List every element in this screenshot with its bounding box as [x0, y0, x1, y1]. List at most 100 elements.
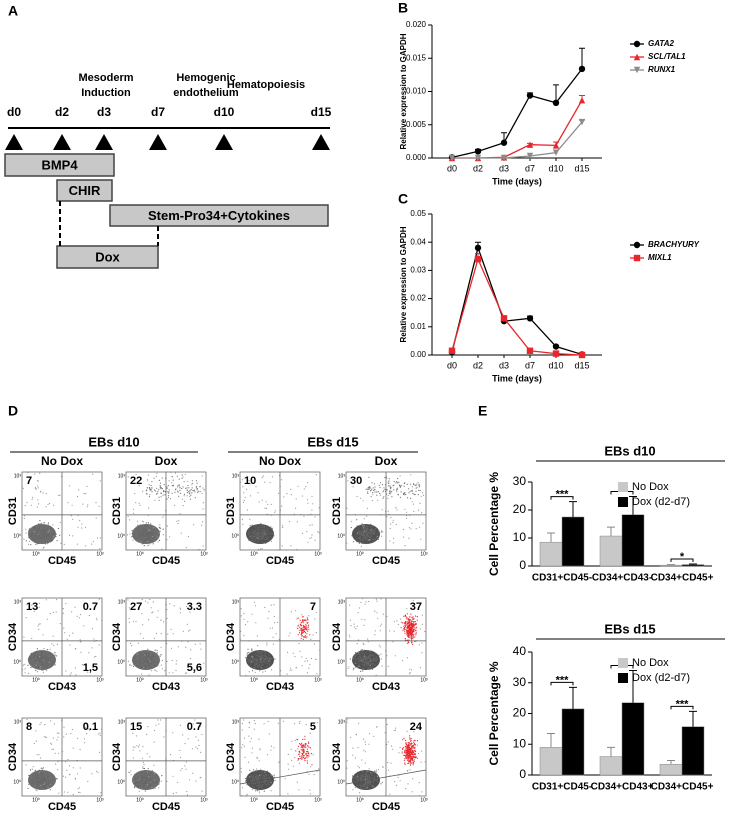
- event-dot: [141, 772, 143, 774]
- event-dot: [356, 538, 358, 540]
- event-dot: [162, 528, 164, 530]
- event-dot: [46, 657, 48, 659]
- event-dot: [160, 496, 162, 498]
- event-dot: [21, 779, 23, 781]
- event-dot: [297, 739, 299, 741]
- event-dot: [366, 783, 368, 785]
- event-dot: [40, 530, 42, 532]
- event-dot: [148, 653, 150, 655]
- event-dot: [156, 782, 158, 784]
- event-dot: [272, 643, 274, 645]
- event-dot: [137, 781, 139, 783]
- event-dot: [311, 509, 313, 511]
- event-dot: [186, 672, 188, 674]
- event-dot: [46, 529, 49, 531]
- treatment-label: BMP4: [41, 157, 78, 172]
- event-dot: [391, 496, 393, 498]
- event-dot: [412, 629, 414, 631]
- event-dot: [75, 674, 77, 676]
- event-dot: [357, 659, 359, 661]
- event-dot: [406, 749, 408, 751]
- event-dot: [373, 786, 375, 788]
- event-dot: [137, 525, 139, 527]
- event-dot: [259, 749, 261, 751]
- event-dot: [149, 667, 151, 669]
- event-dot: [255, 534, 257, 536]
- event-dot: [160, 488, 162, 490]
- event-dot: [55, 536, 57, 538]
- event-dot: [152, 537, 155, 540]
- event-dot: [418, 782, 420, 784]
- event-dot: [158, 479, 160, 481]
- event-dot: [193, 489, 195, 492]
- event-dot: [412, 637, 414, 639]
- event-dot: [139, 535, 141, 537]
- event-dot: [203, 662, 205, 664]
- event-dot: [132, 620, 134, 622]
- event-dot: [408, 747, 410, 749]
- event-dot: [289, 669, 291, 671]
- event-dot: [199, 725, 201, 727]
- event-dot: [29, 540, 31, 542]
- event-dot: [36, 774, 39, 777]
- event-dot: [403, 536, 405, 538]
- event-dot: [55, 763, 57, 765]
- event-dot: [151, 535, 153, 537]
- event-dot: [143, 545, 145, 547]
- event-dot: [195, 746, 197, 748]
- event-dot: [27, 787, 29, 789]
- event-dot: [36, 657, 38, 659]
- event-dot: [162, 534, 164, 536]
- event-dot: [149, 781, 151, 784]
- event-dot: [309, 524, 311, 526]
- event-dot: [253, 667, 255, 669]
- event-dot: [306, 760, 308, 762]
- event-dot: [142, 655, 144, 657]
- event-dot: [262, 671, 264, 673]
- event-dot: [256, 778, 258, 780]
- event-dot: [191, 484, 193, 486]
- event-dot: [143, 667, 145, 669]
- event-dot: [421, 623, 423, 625]
- event-dot: [264, 650, 266, 652]
- event-dot: [366, 537, 369, 539]
- event-dot: [179, 756, 182, 759]
- event-dot: [142, 657, 144, 660]
- event-dot: [32, 534, 35, 536]
- event-dot: [39, 623, 41, 625]
- event-dot: [144, 654, 146, 656]
- event-dot: [154, 499, 156, 501]
- event-dot: [257, 492, 259, 494]
- event-dot: [142, 766, 144, 768]
- event-dot: [253, 659, 255, 661]
- event-dot: [146, 773, 148, 775]
- event-dot: [257, 776, 260, 779]
- event-dot: [152, 656, 154, 658]
- event-dot: [142, 787, 144, 789]
- event-dot: [142, 761, 144, 764]
- event-dot: [271, 527, 273, 529]
- event-dot: [140, 653, 142, 655]
- event-dot: [291, 669, 293, 671]
- event-dot: [271, 476, 273, 478]
- event-dot: [202, 545, 204, 547]
- event-dot: [405, 751, 407, 754]
- day-marker: [149, 134, 167, 150]
- event-dot: [197, 739, 199, 741]
- event-dot: [309, 789, 311, 791]
- event-dot: [295, 498, 297, 500]
- event-dot: [28, 530, 30, 533]
- event-dot: [261, 665, 263, 667]
- legend-swatch: [618, 658, 628, 668]
- series-line: [451, 257, 583, 356]
- event-dot: [374, 610, 376, 612]
- event-dot: [139, 504, 141, 506]
- event-dot: [158, 496, 160, 498]
- event-dot: [405, 757, 408, 759]
- event-dot: [361, 649, 363, 651]
- event-dot: [187, 738, 189, 740]
- event-dot: [169, 603, 171, 605]
- event-dot: [148, 496, 150, 498]
- event-dot: [146, 784, 148, 786]
- event-dot: [147, 532, 149, 534]
